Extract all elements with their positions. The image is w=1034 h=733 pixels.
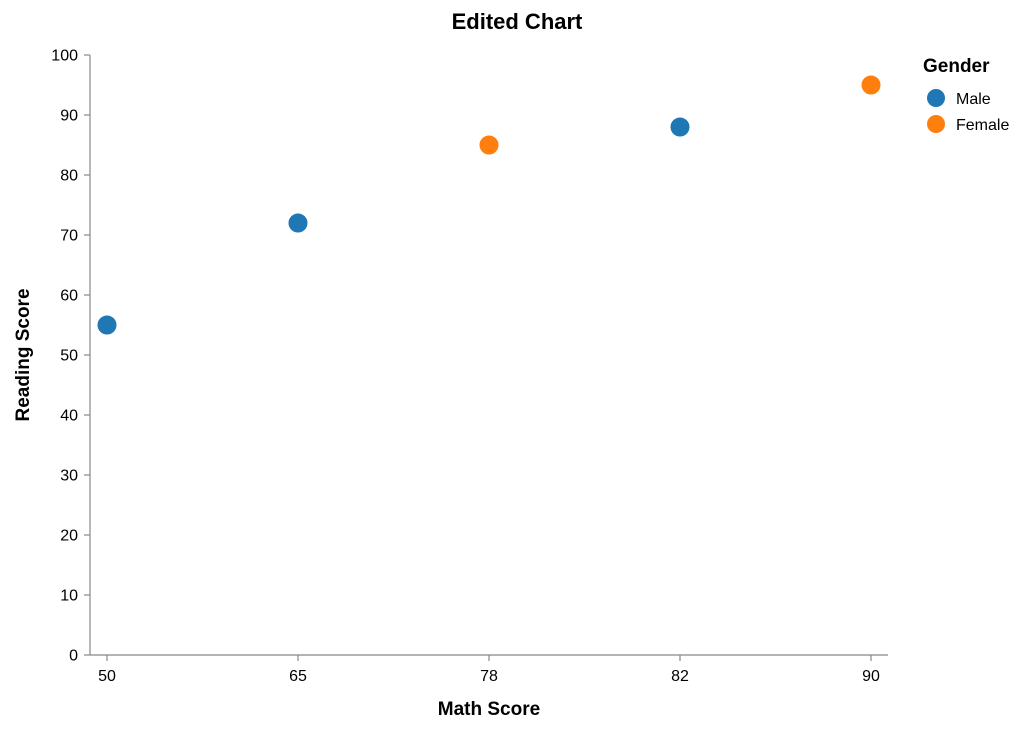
y-tick-label: 20 [60, 528, 78, 545]
y-tick-label: 80 [60, 168, 78, 185]
data-point-male [669, 116, 691, 138]
x-tick-label: 65 [289, 668, 307, 685]
y-tick-label: 60 [60, 288, 78, 305]
y-tick-label: 10 [60, 588, 78, 605]
legend: Gender Male Female [923, 56, 1009, 134]
y-tick-label: 30 [60, 468, 78, 485]
legend-symbol-male [927, 89, 945, 107]
legend-label-male: Male [956, 91, 991, 108]
legend-entries: Male Female [927, 89, 1009, 134]
x-axis: 50 65 78 82 90 [90, 654, 888, 685]
chart-title: Edited Chart [452, 9, 583, 34]
data-point-female [860, 74, 882, 96]
y-tick-label: 40 [60, 408, 78, 425]
y-tick-label: 50 [60, 348, 78, 365]
data-point-female [478, 134, 500, 156]
x-tick-label: 78 [480, 668, 498, 685]
x-tick-label: 90 [862, 668, 880, 685]
legend-title: Gender [923, 56, 990, 77]
y-tick-label: 100 [51, 48, 78, 65]
legend-label-female: Female [956, 117, 1009, 134]
y-axis: 0 10 20 30 40 50 60 70 80 90 100 [51, 48, 91, 665]
points-layer [96, 74, 882, 336]
x-axis-title: Math Score [438, 699, 540, 720]
y-tick-label: 90 [60, 108, 78, 125]
data-point-male [287, 212, 309, 234]
y-tick-label: 70 [60, 228, 78, 245]
y-axis-title: Reading Score [13, 288, 34, 421]
legend-symbol-female [927, 115, 945, 133]
data-point-male [96, 314, 118, 336]
y-tick-label: 0 [69, 648, 78, 665]
x-tick-label: 82 [671, 668, 689, 685]
x-tick-label: 50 [98, 668, 116, 685]
